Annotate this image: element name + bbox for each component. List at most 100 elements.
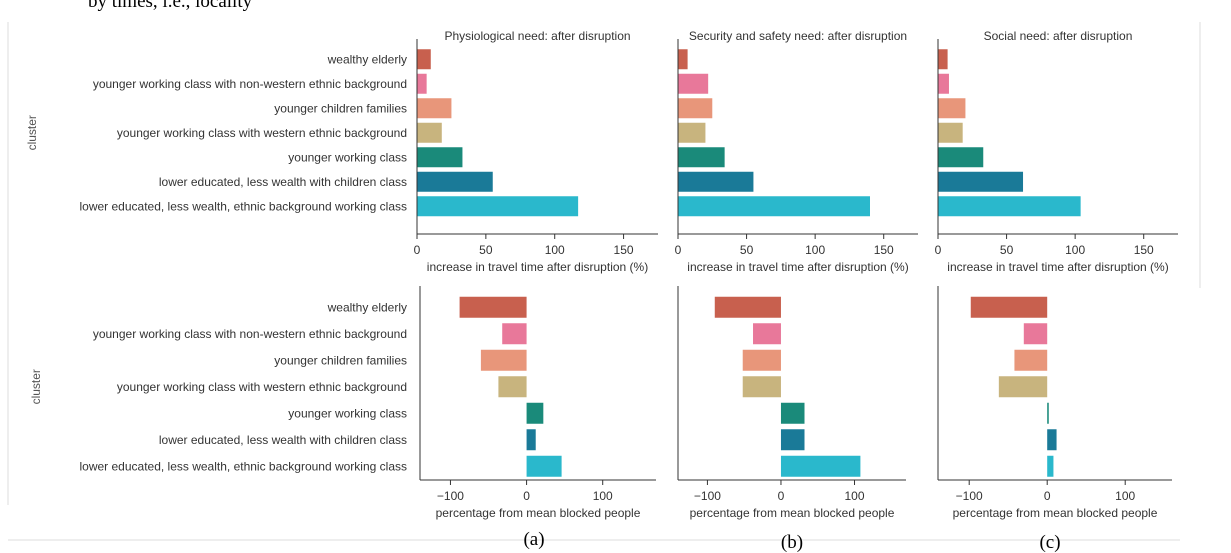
x-tick-label: 50 [479, 243, 493, 257]
bar-5 [1047, 402, 1049, 424]
x-tick-label: 100 [545, 243, 565, 257]
bar-1 [970, 296, 1048, 318]
bar-3 [417, 98, 452, 119]
chart-c-bottom: −100 0 100 percentage from mean blocked peo… [937, 286, 1172, 520]
category-label: lower educated, less wealth with childre… [159, 433, 407, 447]
bar-3 [938, 98, 966, 119]
x-tick-label: 100 [805, 243, 825, 257]
header-fragment: by times, i.e., locality [88, 0, 253, 12]
x-tick-label: 150 [1134, 243, 1154, 257]
x-tick-label: 100 [845, 489, 865, 503]
bar-3 [1014, 349, 1048, 371]
bar-4 [498, 376, 527, 398]
x-tick-label: 100 [1065, 243, 1085, 257]
chart-c-top: Social need: after disruption 0 50 100 150 in… [935, 29, 1178, 274]
caption-b: (b) [781, 532, 803, 553]
bar-3 [480, 349, 527, 371]
bar-3 [678, 98, 713, 119]
bar-2 [502, 323, 527, 345]
x-axis-label: increase in travel time after disruption… [427, 260, 648, 274]
x-tick-label: −100 [694, 489, 721, 503]
x-tick-label: 50 [1000, 243, 1014, 257]
x-tick-label: 50 [740, 243, 754, 257]
bar-1 [417, 49, 431, 70]
x-tick-label: 0 [414, 243, 421, 257]
chart-b-top: Security and safety need: after disrupti… [675, 29, 918, 274]
bar-6 [526, 429, 536, 451]
bar-5 [780, 402, 805, 424]
bar-2 [417, 73, 427, 94]
x-tick-label: −100 [956, 489, 983, 503]
chart-a-top: Physiological need: after disruption weal… [25, 29, 658, 274]
category-label: younger children families [274, 101, 407, 115]
bar-2 [678, 73, 709, 94]
category-label: wealthy elderly [327, 52, 407, 66]
bar-6 [417, 171, 493, 192]
x-tick-label: 0 [675, 243, 682, 257]
x-axis-label: increase in travel time after disruption… [947, 260, 1168, 274]
bar-2 [1023, 323, 1048, 345]
category-label: lower educated, less wealth, ethnic back… [79, 199, 407, 213]
category-label: younger working class with western ethni… [117, 380, 407, 394]
bar-6 [678, 171, 754, 192]
bar-5 [678, 147, 725, 168]
bar-1 [678, 49, 688, 70]
category-label: younger working class with non-western e… [93, 77, 407, 91]
category-label: younger working class [288, 150, 407, 164]
x-tick-label: 0 [778, 489, 785, 503]
x-tick-label: 0 [935, 243, 942, 257]
x-axis-label: increase in travel time after disruption… [687, 260, 908, 274]
x-axis-label: percentage from mean blocked people [953, 506, 1158, 520]
bar-6 [938, 171, 1024, 192]
category-label: younger children families [274, 353, 407, 367]
chart-title: Security and safety need: after disrupti… [689, 29, 907, 43]
bar-6 [780, 429, 805, 451]
x-axis-label: percentage from mean blocked people [690, 506, 895, 520]
category-label: younger working class with western ethni… [117, 126, 407, 140]
bar-3 [742, 349, 781, 371]
x-tick-label: 100 [1115, 489, 1135, 503]
caption-c: (c) [1039, 532, 1060, 553]
bar-7 [780, 455, 861, 477]
category-label: wealthy elderly [327, 300, 407, 314]
category-label: younger working class with non-western e… [93, 327, 407, 341]
bar-5 [526, 402, 544, 424]
chart-b-bottom: −100 0 100 percentage from mean blocked peo… [677, 286, 906, 520]
x-tick-label: −100 [437, 489, 464, 503]
chart-a-bottom: wealthy elderly younger working class wit… [29, 286, 656, 520]
bar-7 [1047, 455, 1054, 477]
bar-4 [998, 376, 1048, 398]
category-label: lower educated, less wealth with childre… [159, 175, 407, 189]
bar-7 [678, 196, 870, 217]
bar-4 [938, 122, 963, 143]
chart-title: Physiological need: after disruption [444, 29, 630, 43]
bar-4 [742, 376, 781, 398]
bar-7 [526, 455, 562, 477]
x-tick-label: 150 [614, 243, 634, 257]
x-tick-label: 100 [593, 489, 613, 503]
bar-1 [714, 296, 781, 318]
x-axis-label: percentage from mean blocked people [436, 506, 641, 520]
y-axis-label: cluster [29, 369, 43, 404]
y-axis-label: cluster [25, 115, 39, 150]
bar-7 [938, 196, 1081, 217]
category-label: younger working class [288, 406, 407, 420]
bar-1 [459, 296, 527, 318]
caption-a: (a) [523, 529, 544, 550]
bar-6 [1047, 429, 1057, 451]
x-tick-label: 0 [1044, 489, 1051, 503]
bar-2 [938, 73, 949, 94]
bar-2 [753, 323, 781, 345]
category-label: lower educated, less wealth, ethnic back… [79, 459, 407, 473]
bar-5 [417, 147, 463, 168]
bar-4 [678, 122, 706, 143]
bar-7 [417, 196, 579, 217]
x-tick-label: 150 [874, 243, 894, 257]
bar-4 [417, 122, 442, 143]
x-tick-label: 0 [523, 489, 530, 503]
panels: Physiological need: after disruption weal… [25, 29, 1178, 520]
chart-title: Social need: after disruption [984, 29, 1133, 43]
bar-5 [938, 147, 984, 168]
bar-1 [938, 49, 948, 70]
